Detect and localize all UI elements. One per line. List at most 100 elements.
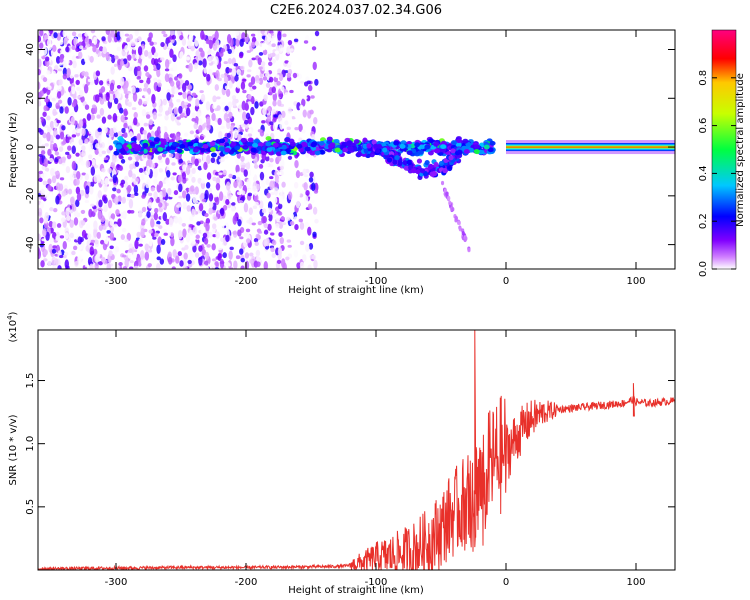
noise-speckle — [56, 156, 61, 159]
noise-speckle — [222, 169, 227, 176]
spectrogram-x-tick-label: 0 — [503, 276, 509, 287]
noise-speckle — [202, 153, 208, 163]
noise-speckle — [100, 179, 105, 185]
noise-speckle — [101, 43, 106, 47]
noise-speckle — [54, 151, 60, 156]
noise-speckle — [278, 133, 283, 140]
noise-speckle — [153, 191, 158, 200]
noise-speckle — [248, 217, 253, 226]
noise-speckle — [131, 86, 136, 94]
noise-speckle — [103, 126, 108, 134]
noise-speckle — [248, 82, 253, 88]
noise-speckle — [277, 68, 282, 74]
band-cell — [333, 138, 340, 144]
noise-speckle — [294, 159, 299, 169]
noise-speckle — [233, 180, 238, 189]
noise-speckle — [40, 150, 46, 156]
band-cell — [417, 150, 424, 155]
noise-speckle — [313, 189, 319, 194]
noise-speckle — [38, 100, 42, 107]
noise-speckle — [137, 46, 143, 56]
noise-speckle — [190, 185, 195, 192]
noise-speckle — [56, 223, 62, 228]
noise-speckle — [237, 218, 242, 227]
noise-speckle — [286, 64, 292, 68]
colorbar-tick-label: 0.8 — [698, 70, 709, 86]
noise-speckle — [260, 61, 266, 67]
noise-speckle — [181, 82, 187, 93]
band-cell — [179, 144, 186, 149]
noise-speckle — [163, 131, 169, 141]
noise-speckle — [244, 260, 250, 269]
noise-speckle — [113, 125, 118, 134]
noise-speckle — [43, 34, 49, 40]
band-cell — [202, 143, 209, 149]
noise-speckle — [170, 30, 175, 37]
band-cell — [314, 150, 321, 156]
band-cell — [120, 150, 127, 155]
noise-speckle — [271, 180, 276, 189]
noise-speckle — [149, 41, 154, 46]
noise-speckle — [194, 252, 200, 258]
noise-speckle — [66, 215, 71, 222]
noise-speckle — [226, 63, 232, 68]
noise-speckle — [50, 167, 55, 177]
noise-speckle — [94, 239, 99, 245]
noise-speckle — [131, 125, 136, 129]
noise-speckle — [49, 207, 54, 212]
noise-speckle — [147, 51, 153, 59]
noise-speckle — [96, 174, 102, 184]
branch-cell — [431, 170, 438, 177]
noise-speckle — [127, 184, 132, 193]
noise-speckle — [239, 129, 244, 133]
noise-speckle — [193, 62, 199, 70]
noise-speckle — [90, 203, 95, 207]
noise-speckle — [258, 51, 264, 56]
snr-x-tick-label: -300 — [105, 577, 128, 588]
noise-speckle — [311, 46, 317, 51]
noise-speckle — [306, 95, 311, 102]
noise-speckle — [93, 164, 99, 169]
noise-speckle — [136, 65, 141, 72]
noise-speckle — [127, 156, 133, 161]
band-cell — [265, 136, 272, 141]
noise-speckle — [101, 116, 107, 124]
noise-speckle — [248, 54, 253, 58]
noise-speckle — [293, 249, 299, 258]
tail-cell — [467, 247, 471, 253]
tail-cell — [445, 191, 449, 196]
branch-cell — [438, 160, 445, 167]
noise-speckle — [101, 168, 106, 173]
band-cell — [462, 138, 469, 144]
noise-speckle — [215, 69, 220, 80]
noise-speckle — [185, 193, 191, 202]
noise-speckle — [309, 109, 314, 115]
noise-speckle — [156, 262, 161, 269]
noise-speckle — [49, 120, 55, 130]
noise-speckle — [220, 48, 226, 53]
noise-speckle — [240, 196, 246, 202]
band-cell — [142, 142, 149, 148]
noise-speckle — [98, 46, 104, 52]
noise-speckle — [147, 263, 152, 268]
noise-speckle — [280, 86, 285, 92]
noise-speckle — [305, 243, 310, 252]
noise-speckle — [58, 40, 64, 45]
noise-speckle — [267, 45, 272, 55]
noise-speckle — [235, 37, 240, 47]
band-cell — [240, 137, 247, 143]
band-cell — [440, 147, 447, 153]
noise-speckle — [255, 80, 261, 84]
noise-speckle — [70, 116, 75, 126]
noise-speckle — [147, 202, 153, 209]
noise-speckle — [81, 70, 86, 76]
noise-speckle — [299, 104, 304, 110]
noise-speckle — [38, 81, 41, 91]
noise-speckle — [128, 93, 133, 101]
noise-speckle — [211, 223, 217, 230]
noise-speckle — [176, 30, 182, 36]
band-cell — [130, 137, 137, 142]
noise-speckle — [182, 201, 187, 210]
noise-speckle — [240, 190, 246, 196]
noise-speckle — [153, 77, 158, 83]
